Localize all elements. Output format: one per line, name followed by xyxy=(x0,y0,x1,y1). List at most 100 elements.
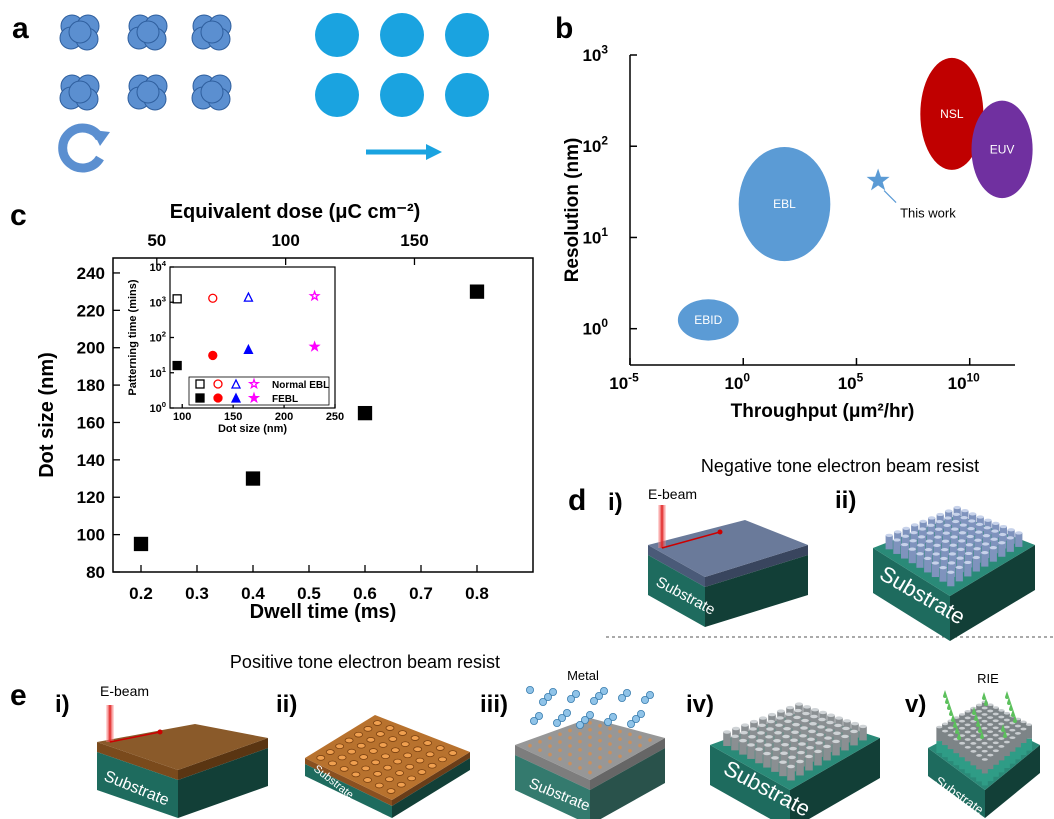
beam-label: E-beam xyxy=(100,683,149,699)
pillar-top xyxy=(958,539,965,542)
pillar xyxy=(1020,729,1026,743)
pillar xyxy=(936,727,942,741)
pillar xyxy=(998,746,1004,760)
pillar-top xyxy=(970,727,976,730)
marker xyxy=(135,537,148,550)
pillar-top xyxy=(808,730,816,733)
tick-base: 10 xyxy=(582,320,601,339)
x-tick-label: 200 xyxy=(275,411,293,423)
y-tick-label: 103 xyxy=(582,42,608,65)
pillar-top xyxy=(916,552,923,555)
pillar-top xyxy=(982,713,988,716)
pillar-top xyxy=(765,735,773,738)
pillar-top xyxy=(944,524,951,527)
pillar-top xyxy=(1009,729,1015,732)
hole xyxy=(328,761,336,766)
pillar-top xyxy=(1007,536,1014,539)
pillar-top xyxy=(920,520,927,523)
legend-label: FEBL xyxy=(272,394,298,405)
pillar-top xyxy=(767,720,775,723)
pillar-top xyxy=(1015,531,1022,534)
pillar-top xyxy=(982,720,988,723)
pillar-top xyxy=(993,734,999,737)
x-tick-label: 1010 xyxy=(948,370,981,393)
hole xyxy=(578,757,582,761)
pillar-base xyxy=(953,753,959,765)
hole xyxy=(391,748,399,753)
pillar-top xyxy=(956,566,963,569)
pillar-top xyxy=(976,710,982,713)
pillar-top xyxy=(937,513,944,516)
pillar-top xyxy=(798,742,806,745)
pillar xyxy=(987,755,993,769)
tick-exponent: 2 xyxy=(601,134,608,148)
pillar-top xyxy=(945,509,952,512)
pillar-top xyxy=(850,730,858,733)
pillar-top xyxy=(984,526,991,529)
hole xyxy=(379,743,387,748)
pillar-top xyxy=(948,726,954,729)
pillar-top xyxy=(756,739,764,742)
y-tick-label: 101 xyxy=(582,225,608,248)
pillar-top xyxy=(784,720,792,723)
hole xyxy=(598,731,602,735)
pillar-top xyxy=(843,719,851,722)
pillar-top xyxy=(790,739,798,742)
hole xyxy=(449,751,457,756)
hole xyxy=(404,753,412,758)
pillar xyxy=(1007,538,1014,552)
hole xyxy=(406,764,414,769)
pillar-top xyxy=(965,738,971,741)
hole xyxy=(638,744,642,748)
hole xyxy=(367,737,375,742)
pillar-top xyxy=(801,719,809,722)
pillar-top xyxy=(776,716,784,719)
pillar xyxy=(723,732,731,746)
pillar-top xyxy=(781,743,789,746)
hole xyxy=(568,762,572,766)
hole xyxy=(548,753,552,757)
tick-base: 10 xyxy=(582,137,601,156)
pillar xyxy=(990,548,997,562)
hole xyxy=(386,726,394,731)
pillar xyxy=(850,731,858,745)
pillar-top xyxy=(782,735,790,738)
pillar-top xyxy=(819,711,827,714)
x2-tick-label: 150 xyxy=(400,231,428,250)
pillar-base xyxy=(942,745,948,757)
etch-drop xyxy=(943,690,947,698)
pillar-top xyxy=(965,552,972,555)
pillar-top xyxy=(987,754,993,757)
pillar-top xyxy=(759,716,767,719)
hole xyxy=(538,748,542,752)
hole xyxy=(638,735,642,739)
pillar-top xyxy=(982,758,988,761)
hole xyxy=(397,782,405,787)
tick-exponent: -5 xyxy=(628,370,639,384)
pillar-top xyxy=(934,536,941,539)
tick-exponent: 1 xyxy=(601,225,608,239)
tick-base: 10 xyxy=(838,374,857,393)
pillar xyxy=(779,762,787,776)
panel-label: e xyxy=(10,679,27,712)
e-beam xyxy=(658,505,666,548)
hole xyxy=(387,789,395,794)
hole xyxy=(588,743,592,747)
pillar-top xyxy=(993,719,999,722)
metal-atom xyxy=(539,698,546,705)
pillar-top xyxy=(739,739,747,742)
pillar-top xyxy=(991,530,998,533)
pillar-top xyxy=(903,527,910,530)
y-tick-label: 200 xyxy=(77,339,105,358)
pillar-top xyxy=(749,727,757,730)
hole xyxy=(618,737,622,741)
pillar-top xyxy=(917,544,924,547)
pillar-top xyxy=(975,531,982,534)
y-tick-label: 120 xyxy=(77,488,105,507)
pillar-top xyxy=(974,539,981,542)
pillar-base xyxy=(936,741,942,753)
pillar xyxy=(755,749,763,763)
pillar-top xyxy=(987,738,993,741)
tick-exponent: 0 xyxy=(601,316,608,330)
pillar-top xyxy=(901,543,908,546)
